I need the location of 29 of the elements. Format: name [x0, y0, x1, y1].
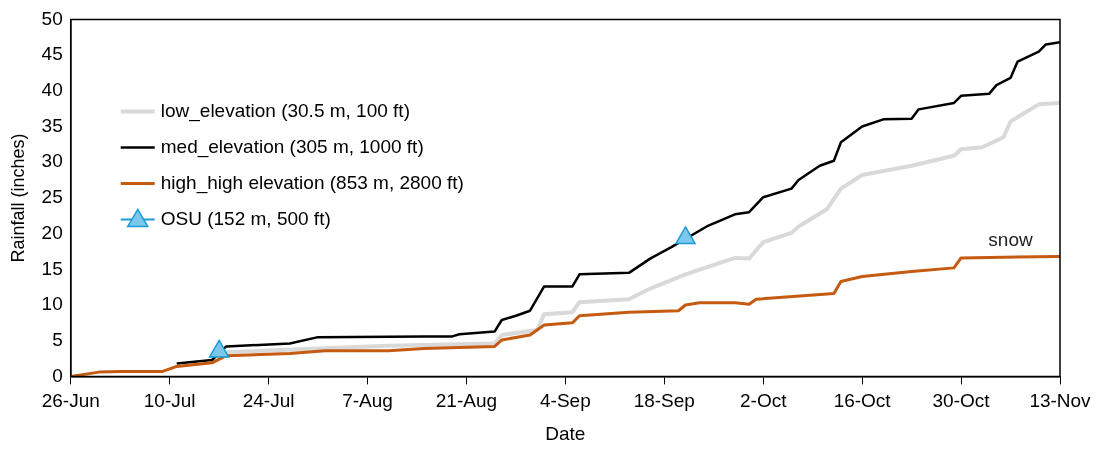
legend-label: high_high elevation (853 m, 2800 ft)	[160, 171, 464, 194]
y-tick-label: 10	[41, 293, 63, 315]
legend-label: med_elevation (305 m, 1000 ft)	[160, 135, 424, 158]
y-tick-label: 50	[41, 7, 63, 29]
x-tick-label: 4-Sep	[540, 390, 591, 412]
x-tick-label: 2-Oct	[739, 390, 788, 412]
x-tick-label: 16-Oct	[833, 390, 892, 412]
y-tick-label: 30	[41, 150, 63, 172]
annotation: snow	[988, 229, 1033, 251]
y-tick-label: 45	[41, 43, 63, 65]
y-tick-label: 0	[52, 364, 63, 386]
y-tick-label: 25	[41, 186, 63, 208]
x-tick-label: 10-Jul	[143, 390, 196, 412]
x-tick-label: 24-Jul	[242, 390, 295, 412]
x-tick-label: 7-Aug	[342, 390, 393, 412]
x-tick-label: 18-Sep	[633, 390, 695, 412]
x-tick-label: 30-Oct	[932, 390, 991, 412]
y-tick-label: 15	[41, 257, 63, 279]
x-tick-label: 21-Aug	[435, 390, 498, 412]
y-tick-label: 5	[52, 328, 63, 350]
legend-label: OSU (152 m, 500 ft)	[160, 207, 331, 229]
y-tick-label: 35	[41, 114, 63, 136]
x-tick-label: 13-Nov	[1029, 390, 1092, 412]
y-tick-label: 20	[41, 221, 63, 243]
y-tick-label: 40	[41, 79, 63, 101]
y-axis-title: Rainfall (inches)	[7, 133, 28, 263]
x-axis-title: Date	[545, 422, 586, 444]
legend-label: low_elevation (30.5 m, 100 ft)	[160, 99, 410, 122]
x-tick-label: 26-Jun	[41, 390, 100, 412]
